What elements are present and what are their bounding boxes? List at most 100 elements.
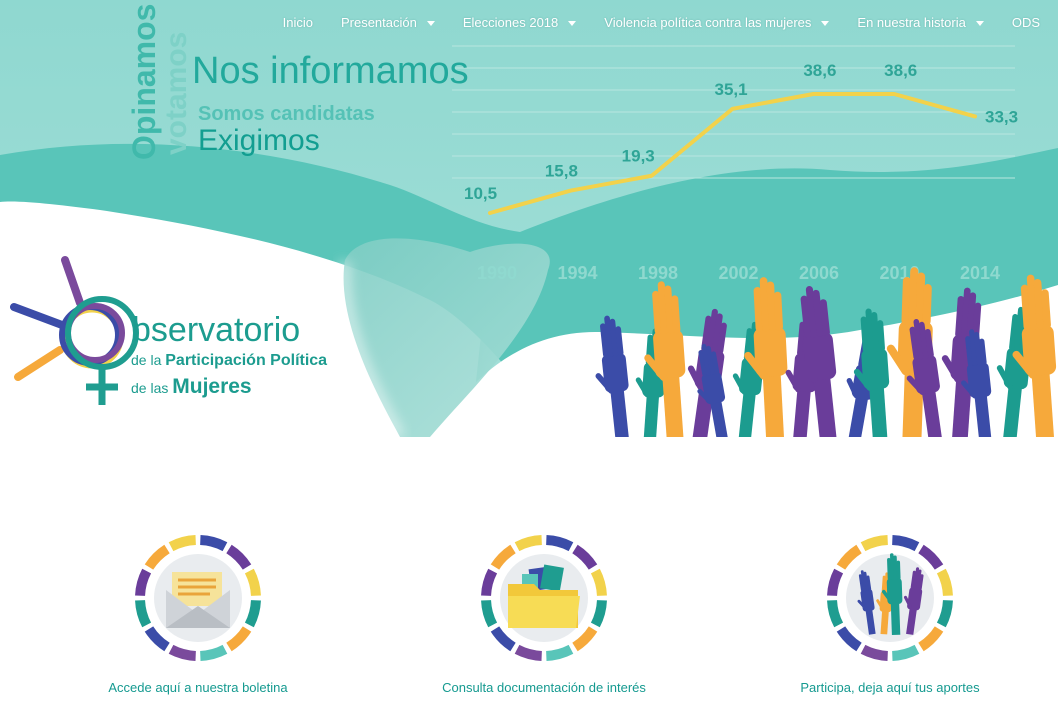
icon-ring-segment: [514, 535, 543, 552]
chevron-down-icon: [426, 20, 435, 26]
hand-shape: [853, 308, 890, 437]
icon-ring-segment: [199, 644, 228, 661]
nav-item-violencia-politica[interactable]: Violencia política contra las mujeres: [604, 14, 830, 30]
raised-hands-illustration: [595, 267, 1057, 437]
icon-ring-segment: [860, 644, 889, 661]
chart-data-label: 38,6: [803, 61, 836, 80]
chart-x-tick-label: 2002: [719, 263, 759, 283]
slogan-exigimos: Exigimos: [198, 124, 320, 157]
icon-ring-segment: [891, 535, 920, 552]
chart-data-label: 35,1: [715, 80, 748, 99]
icon-ring-segment: [481, 599, 498, 628]
chart-x-tick-label: 2014: [960, 263, 1000, 283]
chart-data-label: 15,8: [545, 162, 578, 181]
icon-ring-segment: [827, 599, 844, 628]
hand-shape: [906, 319, 943, 437]
icon-ring-segment: [891, 644, 920, 661]
nav-item-label: Inicio: [282, 14, 313, 30]
nav-item-label: En nuestra historia: [857, 14, 966, 30]
hand-shape: [881, 553, 903, 636]
slogan-nos-informamos: Nos informamos: [192, 50, 469, 92]
icon-ring-segment: [514, 644, 543, 661]
icon-ring-segment: [936, 599, 953, 628]
icon-ring-segment: [244, 599, 261, 628]
icon-ring-segment: [572, 626, 598, 652]
icon-ring-segment: [590, 568, 607, 597]
feature-aportes-link[interactable]: Participa, deja aquí tus aportes: [800, 680, 980, 695]
icon-ring: [135, 535, 261, 661]
icon-ring: [827, 535, 953, 661]
raised-hands-icon[interactable]: [824, 532, 956, 664]
icon-ring-segment: [918, 544, 944, 570]
hand-shape: [595, 315, 630, 437]
icon-ring-segment: [836, 544, 862, 570]
hand-shape: [794, 286, 837, 437]
logo-title: bservatorio: [132, 311, 301, 349]
mini-hands-group: [857, 553, 924, 636]
envelope-icon[interactable]: [132, 532, 264, 664]
nav-item-label: Presentación: [340, 14, 417, 30]
slogan-somos-candidatas: Somos candidatas: [198, 103, 375, 125]
hand-shape: [644, 281, 686, 437]
nav-item-label: Violencia política contra las mujeres: [604, 14, 812, 30]
chart-x-tick-label: 2006: [799, 263, 839, 283]
nav-item-elecciones-2018[interactable]: Elecciones 2018: [463, 15, 577, 30]
hand-shape: [697, 343, 729, 437]
chart-data-label: 33,3: [985, 107, 1018, 126]
icon-ring-segment: [199, 535, 228, 552]
icon-ring-segment: [918, 626, 944, 652]
logo-subtitle-prefix-2: de las: [131, 380, 173, 396]
logo-subtitle-mujeres: Mujeres: [172, 375, 252, 398]
chart-x-tick-label: 1994: [558, 263, 598, 283]
chart-data-label: 38,6: [884, 61, 917, 80]
nav-item-label: ODS: [1011, 14, 1040, 30]
chart-x-tick-label: 1998: [638, 263, 678, 283]
feature-boletina: Accede aquí a nuestra boletina: [48, 532, 348, 712]
chart-data-label: 19,3: [622, 147, 655, 166]
feature-documentacion: Consulta documentación de interés: [394, 532, 694, 712]
icon-ring-segment: [545, 644, 574, 661]
nav-item-inicio[interactable]: Inicio: [283, 15, 313, 30]
icon-ring-segment: [936, 568, 953, 597]
hero-background: [0, 0, 1058, 437]
hand-shape: [903, 567, 924, 635]
icon-ring: [481, 535, 607, 661]
icon-ring-segment: [135, 599, 152, 628]
icon-ring-segment: [168, 644, 197, 661]
icon-ring-segment: [836, 626, 862, 652]
feature-aportes: Participa, deja aquí tus aportes: [740, 532, 1040, 712]
hand-shape: [1012, 274, 1057, 437]
chevron-down-icon: [568, 20, 577, 26]
logo-subtitle-line2: de las Mujeres: [131, 375, 252, 399]
chevron-down-icon: [821, 20, 830, 26]
icon-ring-segment: [490, 626, 516, 652]
icon-ring-segment: [135, 568, 152, 597]
icon-ring-segment: [490, 544, 516, 570]
logo-subtitle-bold: Participación Política: [165, 352, 328, 369]
hand-shape: [744, 277, 788, 437]
main-navigation: Inicio Presentación Elecciones 2018 Viol…: [283, 0, 1058, 44]
observatorio-logo[interactable]: bservatorio de la Participación Política…: [10, 255, 350, 415]
icon-ring-segment: [226, 626, 252, 652]
icon-ring-segment: [827, 568, 844, 597]
icon-ring-segment: [144, 626, 170, 652]
feature-boletina-link[interactable]: Accede aquí a nuestra boletina: [108, 680, 288, 695]
icon-ring-segment: [545, 535, 574, 552]
chart-data-label: 10,5: [464, 184, 497, 203]
icon-ring-segment: [481, 568, 498, 597]
icon-ring-segment: [168, 535, 197, 552]
nav-item-en-nuestra-historia[interactable]: En nuestra historia: [857, 14, 984, 30]
nav-item-ods[interactable]: ODS: [1012, 15, 1040, 30]
chevron-down-icon: [975, 20, 984, 26]
nav-item-presentacion[interactable]: Presentación: [341, 15, 435, 30]
logo-subtitle-prefix: de la: [131, 352, 166, 368]
icon-ring-segment: [244, 568, 261, 597]
folder-icon[interactable]: [478, 532, 610, 664]
hand-shape: [857, 570, 876, 635]
hero-banner: 10,5 15,8 19,3 35,1 38,6 38,6 33,3 1990 1994 199…: [0, 0, 1058, 437]
feature-documentacion-link[interactable]: Consulta documentación de interés: [442, 680, 646, 695]
icon-ring-segment: [590, 599, 607, 628]
female-symbol-magnifier-icon: [10, 256, 139, 405]
chart-x-tick-label: 1990: [477, 263, 517, 283]
icon-ring-segment: [860, 535, 889, 552]
